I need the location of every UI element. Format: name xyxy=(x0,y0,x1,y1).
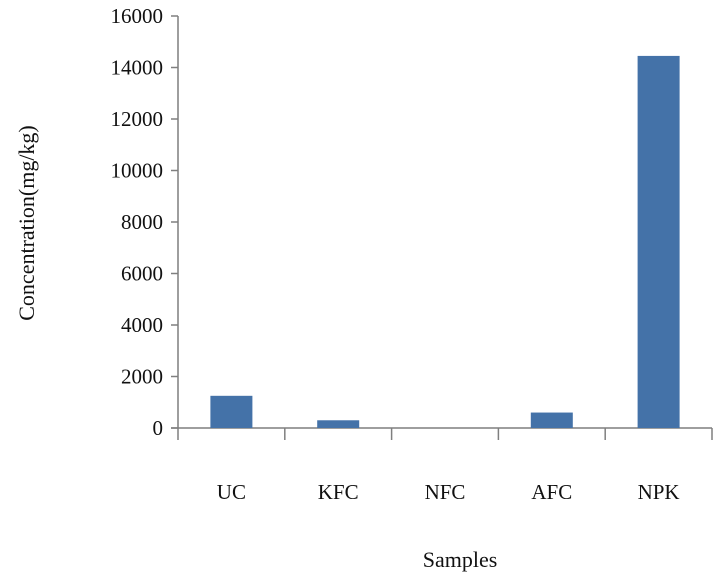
bar-afc xyxy=(530,412,573,428)
y-tick-label: 6000 xyxy=(121,262,163,286)
bars xyxy=(210,55,680,428)
y-axis-title: Concentration(mg/kg) xyxy=(14,125,39,321)
y-tick-label: 4000 xyxy=(121,313,163,337)
bar-uc xyxy=(210,395,253,428)
y-tick-label: 0 xyxy=(153,416,164,440)
x-tick-label: AFC xyxy=(531,480,572,504)
x-tick-label: NPK xyxy=(638,480,680,504)
x-tick-label: UC xyxy=(217,480,246,504)
y-tick-label: 12000 xyxy=(111,107,164,131)
y-axis: 0 2000 4000 6000 8000 10000 12000 14000 16000 xyxy=(111,4,179,440)
y-tick-label: 2000 xyxy=(121,365,163,389)
x-axis-title: Samples xyxy=(423,547,498,572)
bar-kfc xyxy=(317,420,360,428)
y-tick-label: 10000 xyxy=(111,159,164,183)
x-axis: UC KFC NFC AFC NPK xyxy=(171,427,713,504)
y-tick-label: 16000 xyxy=(111,4,164,28)
x-tick-label: KFC xyxy=(318,480,359,504)
bar-npk xyxy=(637,55,680,428)
y-tick-label: 14000 xyxy=(111,56,164,80)
y-tick-label: 8000 xyxy=(121,210,163,234)
x-tick-label: NFC xyxy=(425,480,466,504)
